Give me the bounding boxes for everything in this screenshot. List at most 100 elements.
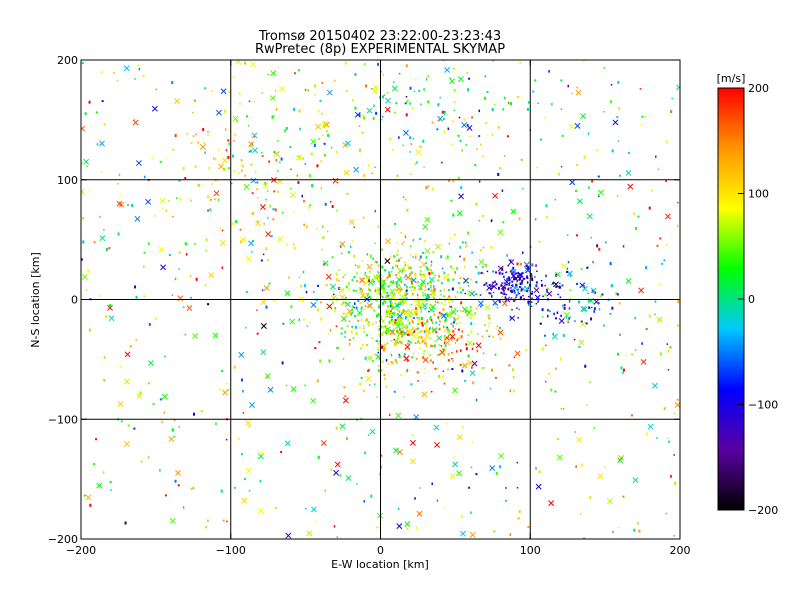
scatter-dot: [470, 511, 472, 514]
scatter-dot: [422, 300, 425, 303]
scatter-dot: [377, 365, 380, 367]
scatter-dot: [226, 382, 228, 385]
scatter-dot: [88, 100, 91, 104]
scatter-dot: [263, 223, 265, 225]
scatter-cross: [245, 467, 252, 474]
scatter-dot: [509, 533, 512, 536]
scatter-dot: [393, 390, 396, 393]
scatter-dot: [348, 311, 351, 314]
scatter-dot: [297, 155, 300, 158]
scatter-dot: [458, 363, 461, 366]
scatter-dot: [421, 283, 424, 286]
scatter-dot: [229, 90, 232, 94]
scatter-dot: [308, 174, 311, 178]
scatter-dot: [583, 537, 586, 539]
scatter-dot: [618, 302, 621, 305]
scatter-cross: [403, 129, 409, 136]
scatter-cross: [484, 304, 491, 311]
scatter-cross: [325, 273, 332, 280]
scatter-dot: [677, 201, 679, 204]
scatter-dot: [228, 142, 230, 146]
scatter-dot: [408, 322, 411, 325]
scatter-dot: [234, 487, 236, 489]
scatter-dot: [93, 241, 96, 244]
scatter-dot: [431, 345, 434, 348]
scatter-dot: [354, 72, 357, 76]
scatter-cross: [326, 89, 333, 96]
scatter-dot: [306, 325, 309, 328]
scatter-dot: [471, 441, 474, 443]
scatter-dot: [447, 330, 450, 334]
scatter-dot: [241, 164, 244, 168]
scatter-cross: [222, 389, 229, 396]
scatter-dot: [413, 288, 416, 291]
scatter-dot: [370, 494, 373, 498]
scatter-dot: [556, 311, 559, 314]
scatter-dot: [368, 384, 371, 386]
scatter-dot: [417, 340, 419, 342]
scatter-dot: [386, 276, 389, 279]
scatter-dot: [323, 142, 326, 145]
scatter-cross: [415, 149, 422, 156]
scatter-cross: [410, 277, 417, 284]
scatter-dot: [209, 198, 212, 201]
scatter-dot: [544, 380, 547, 383]
scatter-dot: [389, 298, 391, 300]
scatter-dot: [531, 277, 534, 281]
scatter-dot: [133, 427, 136, 430]
scatter-dot: [518, 278, 521, 281]
scatter-dot: [452, 359, 454, 363]
scatter-cross: [108, 315, 115, 322]
scatter-dot: [384, 300, 387, 304]
scatter-dot: [433, 288, 436, 292]
scatter-cross: [560, 263, 567, 269]
scatter-dot: [395, 102, 398, 105]
scatter-dot: [392, 81, 395, 83]
scatter-dot: [179, 198, 182, 201]
scatter-dot: [386, 333, 389, 336]
scatter-dot: [442, 308, 445, 312]
scatter-dot: [557, 293, 559, 296]
scatter-dot: [448, 295, 451, 298]
scatter-dot: [348, 288, 350, 291]
scatter-dot: [351, 308, 353, 312]
scatter-dot: [333, 293, 335, 296]
scatter-cross: [257, 453, 264, 460]
scatter-dot: [561, 284, 564, 287]
scatter-dot: [345, 89, 348, 92]
scatter-dot: [640, 123, 642, 126]
scatter-dot: [387, 294, 389, 297]
scatter-dot: [137, 64, 140, 67]
scatter-cross: [338, 287, 345, 294]
scatter-dot: [444, 318, 447, 322]
scatter-dot: [319, 359, 322, 363]
scatter-dot: [423, 368, 426, 370]
x-axis-label: E-W location [km]: [331, 558, 429, 571]
scatter-dot: [434, 274, 437, 277]
scatter-dot: [478, 219, 481, 222]
scatter-dot: [399, 328, 401, 331]
scatter-dot: [398, 258, 401, 262]
scatter-dot: [430, 316, 432, 319]
scatter-dot: [407, 333, 410, 336]
scatter-dot: [522, 277, 525, 280]
scatter-dot: [452, 67, 455, 70]
scatter-dot: [297, 180, 300, 184]
scatter-dot: [560, 108, 563, 110]
scatter-cross: [289, 191, 296, 198]
scatter-dot: [402, 240, 405, 244]
scatter-dot: [253, 100, 256, 103]
scatter-dot: [441, 267, 444, 270]
scatter-dot: [171, 294, 174, 297]
scatter-dot: [485, 265, 487, 268]
scatter-dot: [411, 334, 414, 337]
scatter-dot: [409, 136, 412, 140]
scatter-dot: [420, 283, 422, 287]
scatter-dot: [410, 143, 413, 145]
scatter-dot: [389, 312, 392, 314]
scatter-dot: [368, 279, 371, 283]
scatter-dot: [506, 135, 509, 138]
scatter-dot: [298, 318, 300, 322]
scatter-dot: [320, 301, 322, 304]
scatter-dot: [242, 412, 245, 414]
